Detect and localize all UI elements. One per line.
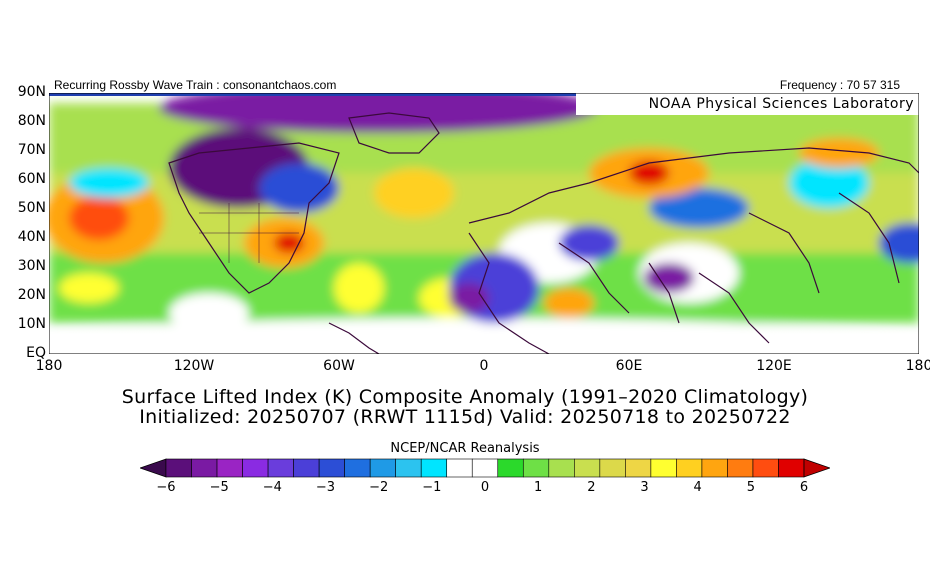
- colorbar-tick-label: −5: [209, 480, 229, 495]
- colorbar-swatch: [191, 458, 218, 478]
- header-source: Recurring Rossby Wave Train : consonantc…: [54, 78, 337, 92]
- colorbar-swatch: [727, 458, 754, 478]
- colorbar-swatch: [599, 458, 626, 478]
- map-title: Surface Lifted Index (K) Composite Anoma…: [121, 386, 809, 408]
- colorbar-tick-label: 3: [640, 480, 649, 495]
- colorbar-swatch: [420, 458, 448, 478]
- lat-label: EQ: [26, 345, 46, 361]
- lon-label: 0: [479, 358, 489, 374]
- lon-label: 180: [35, 358, 63, 374]
- lat-label: 60N: [17, 171, 46, 187]
- colorbar-swatch: [395, 458, 422, 478]
- colorbar-swatch: [522, 458, 550, 478]
- colorbar-title: NCEP/NCAR Reanalysis: [390, 441, 540, 456]
- colorbar-swatch: [701, 458, 728, 478]
- colorbar-tick-label: −2: [369, 480, 389, 495]
- lon-label: 60E: [615, 358, 643, 374]
- colorbar-tick-label: 1: [534, 480, 543, 495]
- colorbar-tick-label: −6: [156, 480, 176, 495]
- lat-label: 20N: [17, 287, 46, 303]
- colorbar-swatch: [574, 458, 601, 478]
- colorbar-tick-label: −3: [315, 480, 336, 495]
- colorbar-tick-label: −1: [422, 480, 442, 495]
- colorbar-tick-label: 6: [799, 480, 809, 495]
- colorbar-tick-label: 4: [693, 480, 702, 495]
- lat-label: 10N: [17, 316, 46, 332]
- lat-label: 40N: [17, 229, 46, 245]
- lat-label: 50N: [17, 200, 46, 216]
- colorbar-swatch: [778, 458, 805, 478]
- lon-label: 120E: [756, 358, 792, 374]
- colorbar-swatch: [625, 458, 652, 478]
- colorbar-tick-label: 0: [480, 480, 490, 495]
- colorbar: [140, 458, 830, 478]
- colorbar-tick-label: 2: [587, 480, 596, 495]
- colorbar-swatch: [293, 458, 320, 478]
- colorbar-swatch: [676, 458, 703, 478]
- colorbar-swatch: [752, 458, 779, 478]
- lon-label: 60W: [323, 358, 355, 374]
- colorbar-left-arrow: [140, 458, 167, 478]
- header-frequency: Frequency : 70 57 315: [779, 78, 900, 92]
- colorbar-swatch: [267, 458, 294, 478]
- lat-label: 70N: [17, 142, 46, 158]
- lon-label: 180: [905, 358, 930, 374]
- colorbar-tick-label: 5: [746, 480, 755, 495]
- lat-label: 80N: [17, 113, 46, 129]
- anomaly-map: [49, 93, 919, 354]
- colorbar-swatch: [369, 458, 396, 478]
- lab-label: NOAA Physical Sciences Laboratory: [648, 96, 914, 112]
- colorbar-swatch: [497, 458, 524, 478]
- colorbar-swatch: [650, 458, 677, 478]
- colorbar-swatch: [446, 458, 473, 478]
- lat-label: 90N: [17, 84, 46, 100]
- colorbar-swatch: [318, 458, 345, 478]
- colorbar-swatch: [344, 458, 371, 478]
- colorbar-tick-label: −4: [262, 480, 282, 495]
- lon-label: 120W: [173, 358, 215, 374]
- colorbar-swatch: [216, 458, 243, 478]
- map-subtitle: Initialized: 20250707 (RRWT 1115d) Valid…: [139, 406, 791, 428]
- colorbar-swatch: [548, 458, 575, 478]
- lat-label: 30N: [17, 258, 46, 274]
- colorbar-swatch: [242, 458, 269, 478]
- colorbar-right-arrow: [803, 458, 830, 478]
- colorbar-swatch: [165, 458, 192, 478]
- colorbar-swatch: [471, 458, 499, 478]
